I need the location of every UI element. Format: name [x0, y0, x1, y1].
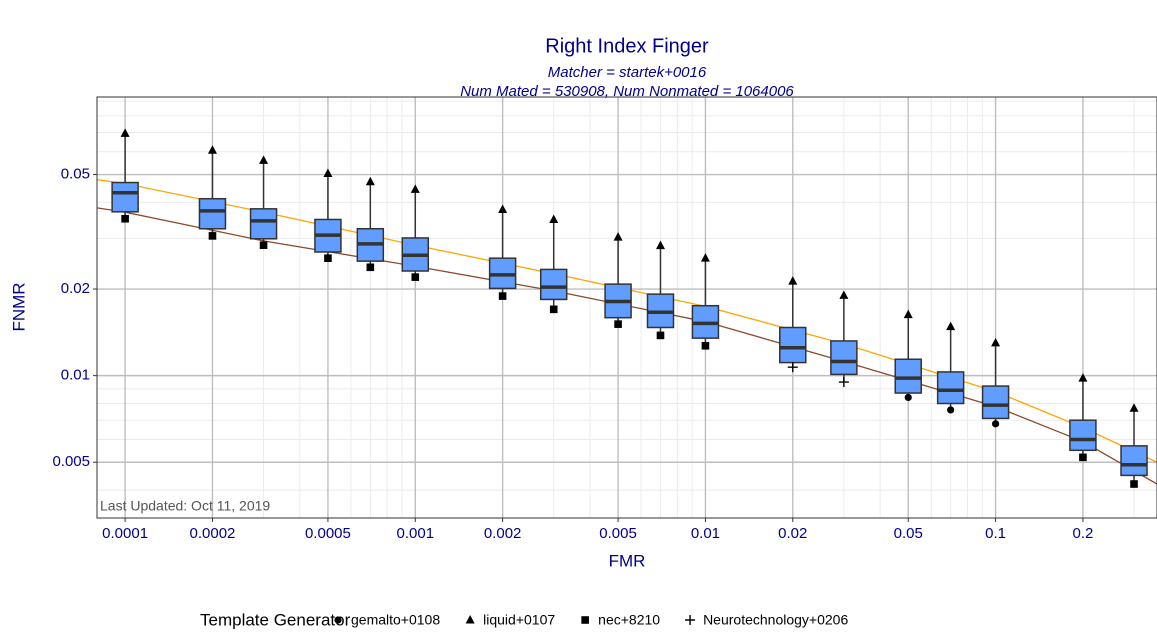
x-tick-label: 0.01: [691, 525, 720, 542]
point-triangle: [946, 321, 956, 331]
point-square: [1130, 480, 1138, 488]
box: [981, 385, 1010, 420]
y-axis-label: FNMR: [9, 282, 28, 331]
point-square: [411, 273, 420, 281]
chart-subtitle: Num Mated = 530908, Num Nonmated = 10640…: [460, 83, 794, 100]
legend-title: Template Generator: [200, 610, 351, 629]
x-tick-label: 0.02: [778, 525, 807, 542]
box: [1120, 445, 1148, 477]
point-triangle: [1078, 373, 1088, 382]
point-square: [366, 263, 375, 272]
point-triangle: [613, 232, 623, 241]
box: [249, 208, 278, 240]
point-square: [498, 292, 507, 300]
panel-border: [96, 96, 1157, 519]
point-square: [121, 214, 129, 223]
point-triangle: [788, 276, 798, 285]
legend: gemalto+0108 liquid+0107 nec+8210 Neurotech…: [334, 612, 848, 628]
point-triangle: [465, 615, 475, 624]
point-circle: [991, 420, 1000, 428]
x-tick-label: 0.0002: [190, 525, 236, 542]
point-plus: [685, 615, 696, 625]
point-square: [324, 254, 332, 262]
point-square: [259, 241, 268, 250]
point-square: [1079, 453, 1087, 462]
chart-subtitle: Matcher = startek+0016: [548, 64, 707, 81]
point-triangle: [498, 204, 508, 213]
point-triangle: [207, 145, 217, 154]
point-plus: [838, 377, 849, 388]
point-triangle: [839, 290, 849, 299]
legend-label: gemalto+0108: [351, 612, 440, 628]
legend-label: nec+8210: [598, 612, 660, 628]
box: [830, 340, 858, 376]
point-square: [208, 232, 217, 240]
point-square: [581, 616, 589, 624]
point-triangle: [259, 155, 269, 164]
box: [539, 268, 568, 301]
point-triangle: [1129, 403, 1139, 412]
point-plus: [787, 362, 798, 373]
point-square: [549, 305, 558, 314]
point-triangle: [991, 337, 1001, 347]
x-axis-label: FMR: [609, 551, 646, 570]
point-triangle: [655, 240, 665, 250]
x-tick-label: 0.1: [985, 525, 1006, 542]
point-triangle: [549, 214, 559, 223]
point-triangle: [365, 176, 375, 186]
point-triangle: [410, 184, 420, 193]
chart-title: Right Index Finger: [545, 35, 709, 57]
x-tick-label: 0.002: [484, 525, 522, 542]
plot-area: [97, 128, 1157, 488]
x-tick-label: 0.2: [1073, 525, 1094, 542]
box: [198, 197, 227, 230]
box: [936, 371, 965, 405]
x-tick-label: 0.0005: [305, 525, 351, 542]
y-tick-label: 0.01: [61, 367, 90, 384]
box: [1069, 419, 1097, 452]
y-tick-label: 0.005: [52, 453, 90, 470]
x-tick-label: 0.001: [397, 525, 435, 542]
x-tick-label: 0.0001: [102, 525, 148, 542]
x-tick-label: 0.05: [894, 525, 923, 542]
box: [779, 326, 807, 364]
legend-label: Neurotechnology+0206: [703, 612, 848, 628]
annotation: Last Updated: Oct 11, 2019: [100, 498, 270, 514]
point-triangle: [903, 309, 913, 319]
point-square: [614, 320, 622, 328]
point-square: [656, 331, 665, 340]
point-triangle: [700, 253, 710, 262]
y-tick-label: 0.05: [61, 166, 90, 183]
legend-label: liquid+0107: [483, 612, 555, 628]
x-tick-label: 0.005: [599, 525, 637, 542]
point-square: [701, 341, 710, 350]
box: [894, 358, 922, 394]
point-circle: [904, 393, 912, 402]
point-circle: [334, 616, 342, 624]
y-tick-label: 0.02: [61, 280, 90, 297]
point-circle: [947, 406, 955, 414]
box: [111, 181, 139, 213]
point-triangle: [120, 128, 130, 137]
point-triangle: [323, 168, 333, 178]
